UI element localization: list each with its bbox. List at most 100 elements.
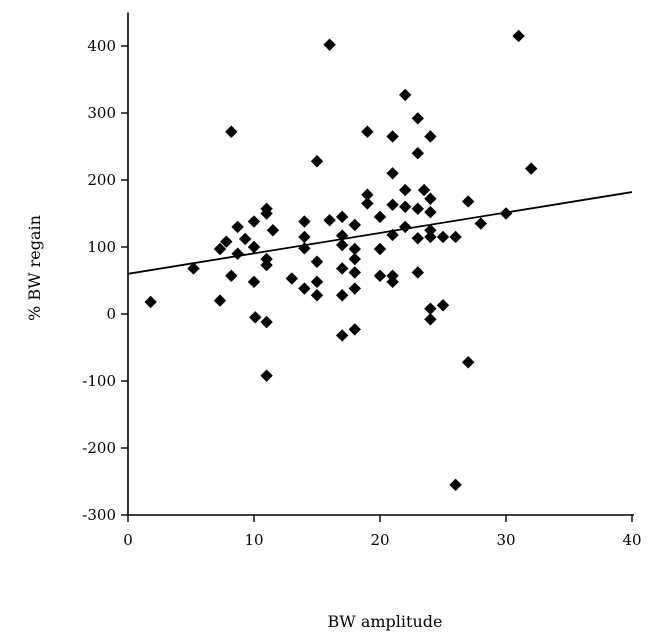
- data-point: [323, 38, 336, 51]
- data-point: [323, 214, 336, 227]
- data-point: [298, 230, 311, 244]
- data-point: [373, 210, 387, 224]
- data-points: [144, 29, 538, 492]
- data-point: [260, 258, 273, 272]
- data-point: [373, 242, 387, 256]
- data-point: [424, 230, 437, 244]
- data-point: [348, 282, 361, 295]
- data-point: [424, 313, 437, 326]
- data-point: [260, 369, 273, 382]
- data-point: [249, 311, 262, 324]
- trendline: [127, 191, 633, 275]
- data-point: [386, 275, 399, 289]
- data-point: [411, 266, 424, 279]
- data-point: [310, 255, 324, 268]
- data-point: [266, 224, 280, 237]
- data-point: [386, 198, 399, 211]
- y-tick-label: -100: [82, 372, 116, 390]
- x-tick-label: 20: [370, 531, 389, 549]
- data-point: [336, 329, 349, 342]
- data-point: [462, 356, 475, 369]
- data-point: [336, 229, 349, 242]
- data-point: [449, 478, 462, 492]
- data-point: [336, 238, 349, 252]
- data-point: [417, 183, 431, 197]
- y-tick-label: 400: [87, 37, 116, 55]
- data-point: [348, 323, 361, 336]
- data-point: [348, 252, 361, 266]
- data-point: [361, 125, 374, 138]
- y-tick-label: 0: [106, 305, 116, 323]
- data-point: [348, 218, 361, 232]
- data-point: [411, 147, 424, 160]
- data-point: [348, 266, 361, 279]
- y-tick-label: 200: [87, 171, 116, 189]
- data-point: [231, 247, 244, 260]
- data-point: [424, 192, 437, 205]
- data-point: [310, 155, 324, 168]
- y-axis-title: % BW regain: [25, 215, 44, 321]
- data-point: [225, 125, 238, 138]
- data-point: [298, 282, 311, 295]
- data-point: [247, 215, 261, 228]
- data-point: [499, 207, 513, 220]
- data-point: [220, 235, 233, 248]
- data-point: [361, 188, 374, 201]
- y-tick-label: -200: [82, 439, 116, 457]
- data-point: [336, 262, 349, 275]
- data-point: [336, 210, 349, 224]
- data-point: [386, 167, 399, 180]
- data-point: [411, 202, 424, 216]
- y-tick-label: -300: [82, 506, 116, 524]
- data-point: [512, 29, 525, 43]
- y-axis: -300 -200 -100 0 100 200 300 400: [82, 12, 129, 524]
- data-point: [213, 294, 227, 307]
- data-point: [399, 88, 412, 102]
- data-point: [411, 112, 424, 125]
- data-point: [525, 162, 538, 175]
- data-point: [298, 242, 311, 255]
- data-point: [144, 295, 157, 309]
- data-point: [399, 220, 412, 234]
- data-point: [348, 242, 361, 256]
- data-point: [187, 262, 200, 275]
- data-point: [386, 130, 399, 143]
- data-point: [436, 230, 450, 244]
- data-point: [424, 224, 437, 237]
- x-tick-label: 0: [123, 531, 133, 549]
- data-point: [424, 302, 437, 315]
- x-axis-title: BW amplitude: [328, 612, 443, 631]
- data-point: [436, 299, 450, 312]
- data-point: [298, 215, 311, 228]
- data-point: [449, 230, 462, 244]
- x-tick-label: 30: [496, 531, 515, 549]
- data-point: [462, 195, 475, 208]
- data-point: [260, 207, 273, 220]
- data-point: [386, 228, 399, 242]
- data-point: [310, 289, 324, 302]
- x-tick-label: 40: [622, 531, 641, 549]
- data-point: [285, 272, 298, 285]
- data-point: [424, 205, 437, 219]
- data-point: [336, 289, 349, 302]
- y-tick-label: 100: [87, 238, 116, 256]
- x-tick-label: 10: [244, 531, 263, 549]
- y-tick-label: 300: [87, 104, 116, 122]
- data-point: [260, 315, 273, 329]
- data-point: [238, 232, 252, 246]
- data-point: [231, 220, 244, 234]
- data-point: [474, 217, 487, 230]
- data-point: [373, 269, 387, 283]
- data-point: [225, 269, 238, 283]
- x-axis: 0 10 20 30 40: [123, 514, 642, 549]
- data-point: [424, 130, 437, 143]
- data-point: [247, 240, 261, 254]
- data-point: [361, 197, 374, 210]
- data-point: [399, 183, 412, 197]
- data-point: [411, 232, 424, 245]
- data-point: [310, 275, 324, 289]
- data-point: [247, 275, 261, 289]
- trendline-layer: [127, 191, 633, 275]
- data-point: [399, 200, 412, 213]
